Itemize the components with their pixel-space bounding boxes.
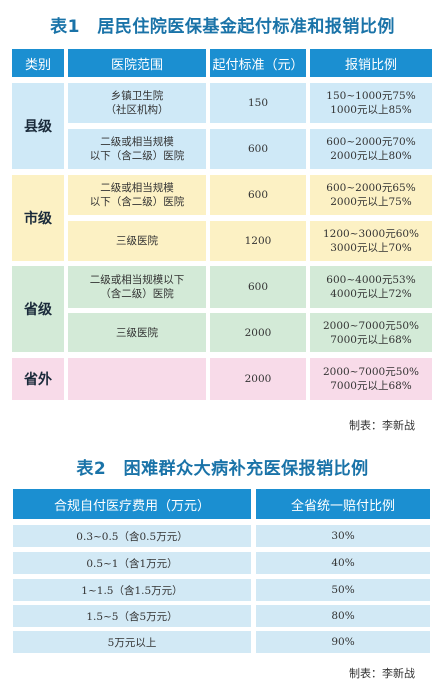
t2-row2-range: 0.5~1（含1万元）	[13, 552, 251, 574]
t1-row4-hospital: 三级医院	[68, 221, 206, 261]
t1-row7-hospital	[68, 358, 206, 400]
t2-row1-range: 0.3~0.5（含0.5万元）	[13, 525, 251, 547]
t2-row1-ratio: 30%	[256, 525, 430, 547]
t1-row2-threshold: 600	[210, 129, 306, 169]
t1-header-category: 类别	[12, 49, 64, 77]
t2-row3-ratio: 50%	[256, 579, 430, 601]
t1-row5-rate: 600~4000元53% 4000元以上72%	[310, 266, 432, 308]
category-province: 省级	[12, 266, 64, 352]
t1-row4-threshold: 1200	[210, 221, 306, 261]
t1-row5-threshold: 600	[210, 266, 306, 308]
t2-row5-range: 5万元以上	[13, 631, 251, 653]
table1-title: 表1 居民住院医保基金起付标准和报销比例	[50, 17, 395, 37]
category-outside: 省外	[12, 358, 64, 400]
t2-header-range: 合规自付医疗费用（万元）	[13, 489, 251, 519]
t1-row7-threshold: 2000	[210, 358, 306, 400]
table2-credit: 制表：李新战	[349, 667, 415, 680]
t1-row1-rate: 150~1000元75% 1000元以上85%	[310, 83, 432, 123]
t1-row1-hospital: 乡镇卫生院 （社区机构）	[68, 83, 206, 123]
t1-row6-threshold: 2000	[210, 313, 306, 352]
category-county: 县级	[12, 83, 64, 169]
table1-credit: 制表：李新战	[349, 419, 415, 432]
category-city: 市级	[12, 175, 64, 261]
t1-row6-hospital: 三级医院	[68, 313, 206, 352]
t2-row3-range: 1~1.5（含1.5万元）	[13, 579, 251, 601]
t1-row5-hospital: 二级或相当规模以下 （含二级）医院	[68, 266, 206, 308]
t2-row5-ratio: 90%	[256, 631, 430, 653]
t1-row3-threshold: 600	[210, 175, 306, 215]
t2-row4-ratio: 80%	[256, 605, 430, 627]
t1-row3-hospital: 二级或相当规模 以下（含二级）医院	[68, 175, 206, 215]
t2-row4-range: 1.5~5（含5万元）	[13, 605, 251, 627]
t2-row2-ratio: 40%	[256, 552, 430, 574]
t1-row2-hospital: 二级或相当规模 以下（含二级）医院	[68, 129, 206, 169]
t1-row2-rate: 600~2000元70% 2000元以上80%	[310, 129, 432, 169]
t1-header-rate: 报销比例	[310, 49, 432, 77]
t1-row7-rate: 2000~7000元50% 7000元以上68%	[310, 358, 432, 400]
table2-title: 表2 困难群众大病补充医保报销比例	[76, 459, 369, 479]
t1-row6-rate: 2000~7000元50% 7000元以上68%	[310, 313, 432, 352]
t1-row3-rate: 600~2000元65% 2000元以上75%	[310, 175, 432, 215]
t1-row1-threshold: 150	[210, 83, 306, 123]
t1-row4-rate: 1200~3000元60% 3000元以上70%	[310, 221, 432, 261]
t1-header-hospital: 医院范围	[68, 49, 206, 77]
t2-header-ratio: 全省统一赔付比例	[256, 489, 430, 519]
t1-header-threshold: 起付标准（元）	[210, 49, 306, 77]
